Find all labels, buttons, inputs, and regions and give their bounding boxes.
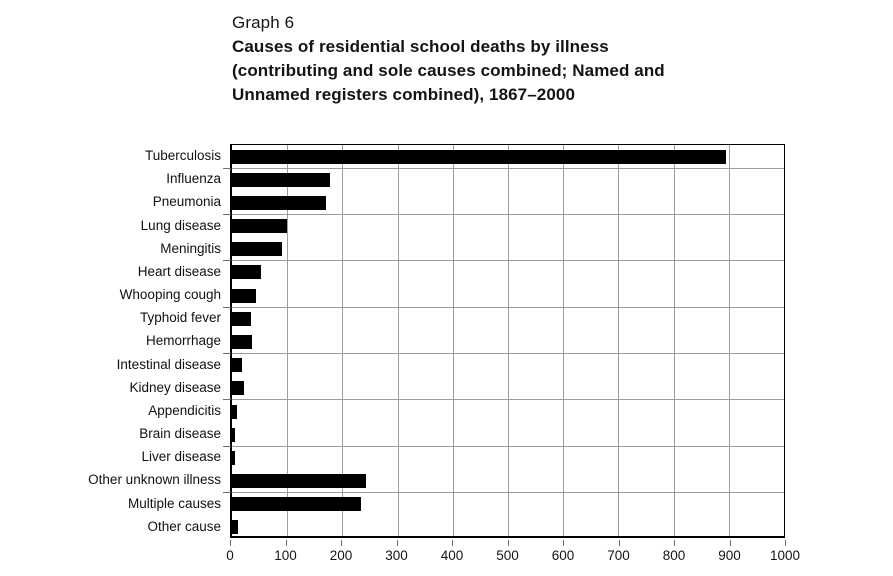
x-axis-tick (230, 540, 231, 546)
x-axis-tick (729, 540, 731, 546)
gridline-v (728, 145, 730, 536)
bar (232, 450, 235, 465)
chart-header: Graph 6 Causes of residential school dea… (232, 11, 665, 107)
gridline-v (563, 145, 565, 536)
x-tick-label: 900 (718, 548, 741, 563)
chart-title-line-2: (contributing and sole causes combined; … (232, 61, 665, 80)
x-tick-label: 300 (385, 548, 408, 563)
x-axis-tick (341, 540, 342, 546)
category-label: Whooping cough (119, 287, 221, 303)
category-label: Hemorrhage (145, 333, 221, 349)
x-axis-tick (452, 540, 453, 546)
category-label: Tuberculosis (144, 148, 221, 163)
gridline-h (232, 306, 784, 308)
x-tick-label: 600 (551, 548, 575, 563)
y-axis-tick (223, 492, 231, 494)
bar (232, 265, 262, 280)
x-axis-labels: 0 100 200 300 400 500 600 700 800 900 1000 (226, 538, 800, 576)
y-axis-tick (223, 445, 231, 447)
gridline-v (452, 145, 454, 536)
gridline-v (618, 145, 620, 536)
x-axis-tick (396, 540, 398, 546)
gridline-h (232, 399, 784, 401)
bar (232, 288, 257, 303)
bar (232, 311, 252, 326)
gridline-h (232, 353, 784, 355)
x-tick-label: 400 (440, 548, 464, 563)
gridline-v (397, 145, 399, 536)
bar (232, 219, 288, 234)
y-axis-tick (223, 306, 231, 308)
y-axis-labels: Tuberculosis Influenza Pneumonia Lung disea… (0, 144, 221, 538)
category-label: Other cause (147, 518, 221, 534)
gridline-v (508, 145, 509, 536)
chart-title-line-3: Unnamed registers combined), 1867–2000 (232, 85, 576, 104)
bar (232, 520, 238, 535)
gridline-v (287, 145, 289, 536)
category-label: Typhoid fever (139, 310, 221, 326)
gridline-v (673, 145, 675, 536)
y-axis-tick (223, 214, 231, 216)
y-axis-tick (223, 353, 231, 355)
x-tick-label: 800 (662, 548, 686, 563)
x-tick-label: 1000 (769, 548, 801, 563)
category-label: Pneumonia (152, 194, 221, 210)
category-label: Lung disease (140, 217, 221, 233)
chart-title-line-1: Causes of residential school deaths by i… (232, 37, 609, 56)
category-label: Influenza (166, 171, 221, 187)
category-label: Meningitis (160, 240, 221, 256)
category-label: Heart disease (137, 263, 221, 279)
x-tick-label: 200 (329, 548, 353, 563)
bar (232, 427, 236, 442)
x-tick-label: 700 (607, 548, 630, 563)
gridline-h (232, 260, 784, 262)
x-axis-tick (285, 540, 287, 546)
category-label: Liver disease (141, 449, 221, 465)
gridline-h (232, 492, 784, 494)
bar (232, 242, 282, 257)
x-axis-tick (563, 540, 564, 546)
category-label: Other unknown illness (88, 472, 221, 488)
bar (232, 149, 727, 164)
gridline-h (232, 445, 784, 447)
x-tick-label: 500 (496, 548, 519, 563)
bar (232, 358, 243, 373)
x-axis-tick (674, 540, 675, 546)
x-axis-tick (785, 540, 786, 546)
category-label: Intestinal disease (116, 356, 221, 372)
bar (232, 172, 331, 187)
category-label: Kidney disease (129, 379, 221, 395)
x-axis-tick (507, 540, 509, 546)
x-tick-label: 100 (274, 548, 297, 563)
bar (232, 474, 367, 489)
y-axis-tick (223, 399, 231, 401)
x-tick-label: 0 (226, 548, 234, 563)
y-axis-tick (223, 260, 231, 262)
bar (232, 404, 237, 419)
plot-area (223, 144, 785, 538)
bar (232, 381, 244, 396)
bar (232, 335, 252, 349)
category-label: Appendicitis (148, 402, 221, 418)
category-label: Multiple causes (127, 495, 221, 511)
category-label: Brain disease (139, 426, 221, 442)
chart-number: Graph 6 (232, 13, 295, 32)
y-axis-tick (223, 167, 231, 169)
gridline-v (342, 145, 344, 536)
bar (232, 195, 326, 210)
gridline-h (232, 167, 784, 169)
x-axis-tick (618, 540, 620, 546)
bar (232, 497, 361, 512)
gridline-h (232, 214, 784, 216)
